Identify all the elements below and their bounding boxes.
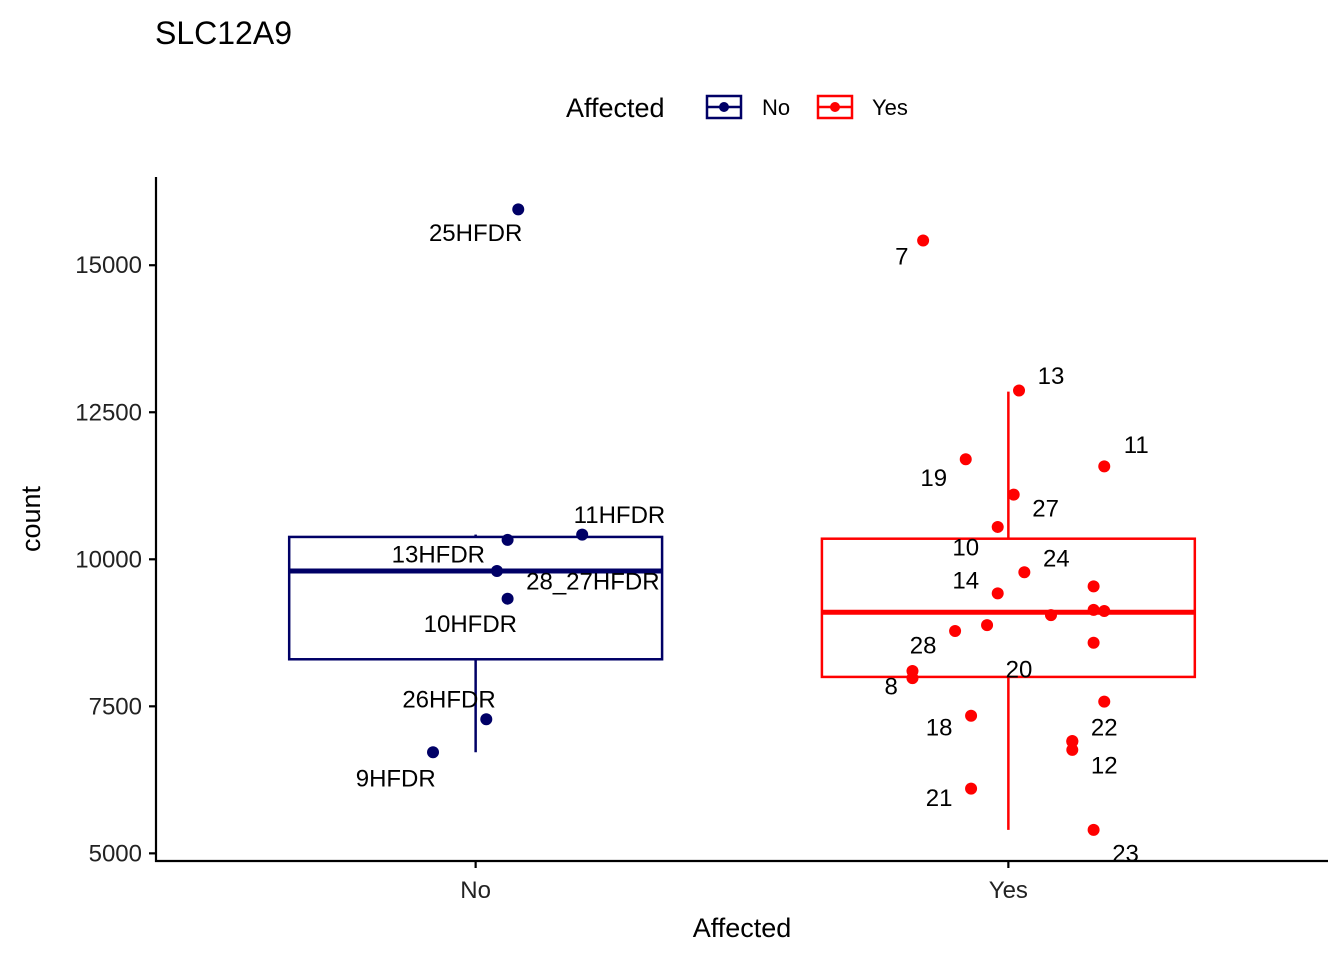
y-tick-label: 7500 xyxy=(89,693,142,720)
data-point xyxy=(427,746,440,759)
point-label: 13HFDR xyxy=(392,542,485,569)
point-label: 22 xyxy=(1091,714,1118,741)
data-point xyxy=(1087,636,1100,649)
point-label: 8 xyxy=(884,673,897,700)
point-label: 28_27HFDR xyxy=(526,569,659,596)
point-label: 21 xyxy=(926,785,953,812)
y-tick-label: 15000 xyxy=(75,252,142,279)
point-labels: 25HFDR 11HFDR 13HFDR 28_27HFDR 10HFDR 26HFDR 9… xyxy=(356,220,1149,867)
point-label: 7 xyxy=(895,243,908,270)
x-tick-label: No xyxy=(460,877,491,904)
box-yes xyxy=(820,391,1197,830)
data-point xyxy=(991,520,1004,533)
data-point xyxy=(1066,735,1079,748)
point-label: 24 xyxy=(1043,546,1070,573)
point-label: 23 xyxy=(1112,840,1139,867)
legend: Affected No Yes xyxy=(566,93,908,123)
point-label: 14 xyxy=(952,567,979,594)
data-point xyxy=(981,619,994,632)
data-point xyxy=(1098,605,1111,618)
data-point xyxy=(490,565,503,578)
data-point xyxy=(949,625,962,638)
points xyxy=(427,203,1111,836)
data-point xyxy=(501,592,514,605)
x-axis-title: Affected xyxy=(693,913,792,943)
y-axis-title: count xyxy=(16,485,46,552)
point-label: 9HFDR xyxy=(356,766,436,793)
point-label: 10HFDR xyxy=(424,611,517,638)
legend-label-yes: Yes xyxy=(872,95,908,120)
axes xyxy=(154,177,1328,863)
box-iqr xyxy=(820,537,1197,679)
chart-title: SLC12A9 xyxy=(155,15,292,51)
point-label: 27 xyxy=(1032,496,1059,523)
data-point xyxy=(1087,823,1100,836)
data-point xyxy=(991,587,1004,600)
point-label: 11HFDR xyxy=(574,502,666,529)
legend-title: Affected xyxy=(566,93,665,123)
point-label: 25HFDR xyxy=(429,220,522,247)
data-point xyxy=(1087,580,1100,593)
point-label: 11 xyxy=(1124,432,1149,459)
data-point xyxy=(1098,460,1111,473)
data-point xyxy=(906,665,919,678)
legend-label-no: No xyxy=(762,95,790,120)
point-label: 10 xyxy=(952,535,979,562)
data-point xyxy=(480,713,493,726)
data-point xyxy=(1098,695,1111,708)
point-label: 20 xyxy=(1006,656,1033,683)
x-ticks: No Yes xyxy=(460,861,1028,904)
legend-key-no-dot xyxy=(719,102,729,112)
y-ticks: 5000 7500 10000 12500 15000 xyxy=(75,252,156,867)
data-point xyxy=(1007,488,1020,501)
data-point xyxy=(965,782,978,795)
point-label: 13 xyxy=(1038,363,1065,390)
data-point xyxy=(1018,566,1031,579)
data-point xyxy=(959,453,972,466)
data-point xyxy=(1087,603,1100,616)
data-point xyxy=(512,203,525,216)
legend-entry-yes: Yes xyxy=(816,94,908,120)
legend-key-yes-dot xyxy=(830,102,840,112)
data-point xyxy=(917,234,930,247)
data-point xyxy=(576,528,589,541)
point-label: 12 xyxy=(1091,753,1118,780)
x-tick-label: Yes xyxy=(989,877,1028,904)
data-point xyxy=(1013,384,1026,397)
boxes xyxy=(287,391,1197,830)
legend-entry-no: No xyxy=(705,94,790,120)
box-no xyxy=(287,534,664,753)
y-tick-label: 10000 xyxy=(75,546,142,573)
data-point xyxy=(1044,609,1057,622)
data-point xyxy=(965,709,978,722)
point-label: 28 xyxy=(910,633,937,660)
data-point xyxy=(501,533,514,546)
y-tick-label: 12500 xyxy=(75,399,142,426)
y-tick-label: 5000 xyxy=(89,840,142,867)
point-label: 26HFDR xyxy=(402,686,495,713)
point-label: 19 xyxy=(920,465,947,492)
data-point xyxy=(1066,743,1079,756)
box-iqr xyxy=(287,535,664,661)
point-label: 18 xyxy=(926,714,953,741)
